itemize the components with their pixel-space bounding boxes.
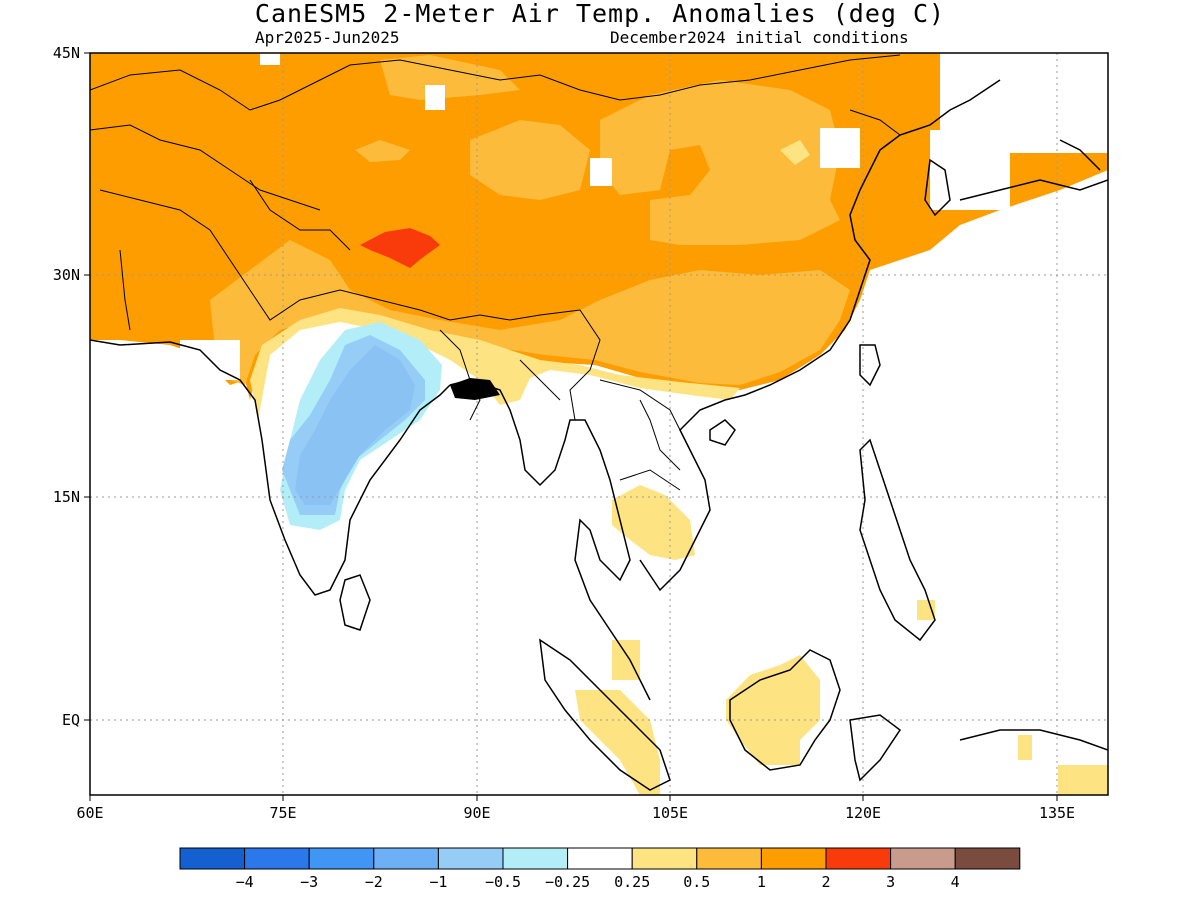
masked-cell: [930, 130, 1010, 210]
anomaly-field: [90, 53, 1108, 795]
colorbar-label: −0.5: [485, 873, 521, 891]
colorbar-label: 1: [757, 873, 766, 891]
grid-lines: [90, 53, 1108, 795]
colorbar-label: 2: [821, 873, 830, 891]
coastlines: [90, 79, 1108, 791]
colorbar-swatch: [308, 847, 375, 870]
lat-label-45n: 45N: [53, 44, 80, 62]
colorbar-swatch: [631, 847, 698, 870]
masked-cell: [820, 128, 860, 168]
lat-label-eq: EQ: [62, 711, 80, 729]
colorbar-label: 4: [951, 873, 960, 891]
lon-label-75e: 75E: [269, 804, 296, 822]
colorbar-label: −2: [365, 873, 383, 891]
map-title: CanESM5 2-Meter Air Temp. Anomalies (deg…: [254, 0, 946, 28]
colorbar-swatch: [696, 847, 762, 870]
lon-label-105e: 105E: [652, 804, 688, 822]
masked-cell: [260, 53, 280, 65]
lat-label-15n: 15N: [53, 488, 80, 506]
masked-cell: [425, 85, 445, 110]
lon-label-120e: 120E: [845, 804, 881, 822]
colorbar-swatch: [373, 847, 439, 870]
anomaly-region-0.25-to-0.5: [612, 485, 695, 560]
anomaly-region-0.5-to-1: [470, 120, 590, 200]
anomaly-region-0.25-to-0.5: [1058, 765, 1108, 795]
borders: [90, 54, 901, 491]
colorbar-label: −3: [300, 873, 318, 891]
colorbar-label: 0.5: [683, 873, 710, 891]
anomaly-region-0.5-to-1: [600, 80, 840, 245]
lon-label-135e: 135E: [1039, 804, 1075, 822]
anomaly-region-0.5-to-1: [380, 55, 520, 100]
anomaly-region-minus-0.5-to-minus-1: [295, 345, 415, 505]
axis-ticks: [84, 52, 1058, 801]
colorbar-swatch: [502, 847, 569, 870]
colorbar-label: −0.25: [545, 873, 590, 891]
lon-label-90e: 90E: [463, 804, 490, 822]
anomaly-region-0.25-to-0.5: [612, 640, 640, 680]
period-label: Apr2025-Jun2025: [255, 28, 400, 47]
colorbar-swatch: [437, 847, 504, 870]
anomaly-region-0.25-to-0.5: [780, 140, 810, 165]
colorbar-swatch: [244, 847, 310, 870]
colorbar-label: −4: [236, 873, 254, 891]
lon-label-60e: 60E: [76, 804, 103, 822]
anomaly-region-0.25-to-0.5: [1018, 735, 1032, 760]
anomaly-region-0.25-to-0.5: [250, 308, 740, 420]
anomaly-region-0.5-to-1: [210, 240, 850, 385]
lat-label-30n: 30N: [53, 266, 80, 284]
colorbar-swatch: [825, 847, 892, 870]
colorbar-swatch: [954, 847, 1021, 870]
colorbar: −4 −3 −2 −1 −0.5 −0.25 0.25 0.5 1 2 3 4: [179, 847, 1021, 891]
anomaly-region-0.25-to-0.5: [575, 690, 660, 795]
masked-cell: [590, 158, 612, 186]
colorbar-swatch: [760, 847, 827, 870]
colorbar-label: 3: [886, 873, 895, 891]
ganges-delta: [450, 378, 500, 400]
colorbar-swatch: [890, 847, 956, 870]
init-conditions-label: December2024 initial conditions: [610, 28, 909, 47]
anomaly-region-2-to-3: [360, 228, 440, 268]
colorbar-label: 0.25: [614, 873, 650, 891]
colorbar-swatch: [567, 847, 633, 870]
colorbar-swatch: [179, 847, 246, 870]
colorbar-label: −1: [429, 873, 447, 891]
anomaly-region-0.5-to-1: [355, 140, 410, 162]
plot-frame: [89, 52, 1109, 796]
anomaly-region-0.25-to-0.5: [726, 655, 820, 765]
